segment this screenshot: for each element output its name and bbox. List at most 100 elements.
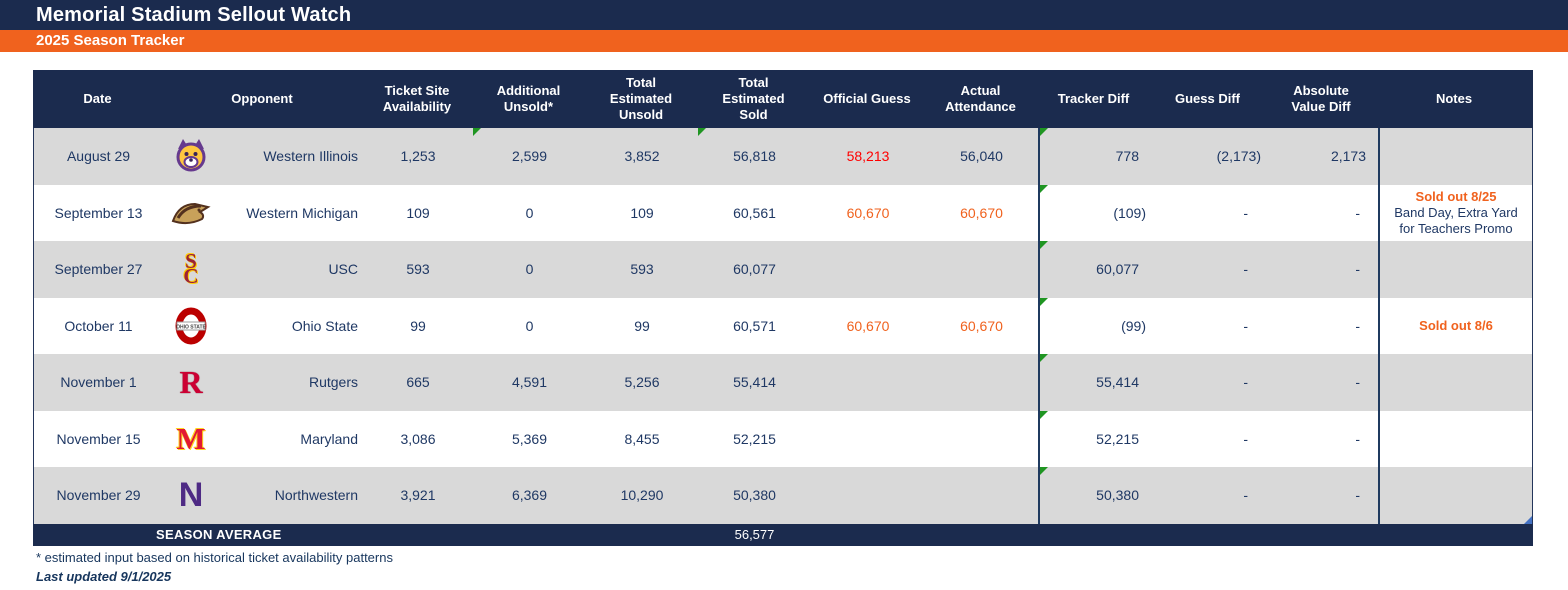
column-header-notes[interactable]: Notes <box>1435 91 1473 107</box>
actual-attendance-cell[interactable] <box>925 354 1038 411</box>
tracker-diff-cell[interactable]: 778 <box>1038 128 1151 185</box>
tracker-diff-cell[interactable]: 60,077 <box>1038 241 1151 298</box>
notes-cell[interactable] <box>1378 354 1532 411</box>
guess-diff-cell[interactable]: - <box>1243 487 1248 504</box>
absolute-value-diff-cell[interactable]: - <box>1355 430 1360 447</box>
opponent-cell[interactable]: S C USC <box>163 241 363 298</box>
total-estimated-unsold-cell[interactable]: 593 <box>630 261 654 278</box>
column-header-actual-attendance[interactable]: Actual Attendance <box>945 83 1016 114</box>
additional-unsold-cell[interactable]: 0 <box>525 204 534 221</box>
absolute-value-diff-cell[interactable]: - <box>1355 487 1360 504</box>
guess-diff-cell[interactable]: (2,173) <box>1216 148 1261 165</box>
actual-attendance-cell[interactable]: 60,670 <box>960 204 1003 221</box>
opponent-cell[interactable]: M Maryland <box>163 411 363 468</box>
tracker-diff-cell[interactable]: (99) <box>1038 297 1151 354</box>
additional-unsold-cell[interactable]: 6,369 <box>511 487 548 504</box>
tracker-diff-cell[interactable]: (109) <box>1038 184 1151 241</box>
opponent-cell[interactable]: Western Illinois <box>163 128 363 185</box>
absolute-value-diff-cell[interactable]: - <box>1355 261 1360 278</box>
column-header-additional-unsold[interactable]: Additional Unsold* <box>496 83 561 114</box>
additional-unsold-cell[interactable]: 4,591 <box>511 374 548 391</box>
official-guess-cell[interactable]: 60,670 <box>846 204 890 221</box>
tracker-diff-cell[interactable]: 55,414 <box>1038 354 1151 411</box>
date-cell[interactable]: November 29 <box>56 487 141 504</box>
total-estimated-sold-cell[interactable]: 56,818 <box>698 128 811 185</box>
notes-cell[interactable]: Sold out 8/25 Band Day, Extra Yard for Tea… <box>1378 184 1532 241</box>
column-header-opponent[interactable]: Opponent <box>231 91 293 107</box>
ticket-site-availability-cell[interactable]: 99 <box>410 317 426 334</box>
official-guess-cell[interactable] <box>811 241 925 298</box>
guess-diff-cell[interactable]: - <box>1243 317 1248 334</box>
additional-unsold-cell[interactable]: 2,599 <box>473 128 586 185</box>
guess-diff-cell[interactable]: - <box>1243 204 1248 221</box>
opponent-cell[interactable]: R Rutgers <box>163 354 363 411</box>
absolute-value-diff-cell[interactable]: - <box>1355 374 1360 391</box>
notes-cell[interactable] <box>1378 128 1532 185</box>
total-estimated-unsold-cell[interactable]: 99 <box>634 317 650 334</box>
column-header-date[interactable]: Date <box>83 91 112 107</box>
total-estimated-unsold-cell[interactable]: 109 <box>630 204 654 221</box>
total-estimated-sold-cell[interactable]: 60,077 <box>733 261 776 278</box>
column-header-total-estimated-unsold[interactable]: Total Estimated Unsold <box>609 75 673 122</box>
actual-attendance-cell[interactable]: 60,670 <box>960 317 1003 334</box>
actual-attendance-cell[interactable] <box>925 411 1038 468</box>
official-guess-cell[interactable] <box>811 354 925 411</box>
ticket-site-availability-cell[interactable]: 3,086 <box>400 430 436 447</box>
notes-cell[interactable] <box>1378 410 1532 467</box>
absolute-value-diff-cell[interactable]: - <box>1355 317 1360 334</box>
actual-attendance-cell[interactable] <box>925 241 1038 298</box>
absolute-value-diff-cell[interactable]: 2,173 <box>1330 148 1366 165</box>
actual-attendance-cell[interactable] <box>925 467 1038 524</box>
column-header-total-estimated-sold[interactable]: Total Estimated Sold <box>722 75 785 122</box>
opponent-name: Northwestern <box>274 487 358 504</box>
official-guess-cell[interactable] <box>811 467 925 524</box>
column-header-guess-diff[interactable]: Guess Diff <box>1174 91 1240 107</box>
notes-cell[interactable] <box>1378 241 1532 298</box>
ticket-site-availability-cell[interactable]: 109 <box>406 204 430 221</box>
official-guess-cell[interactable]: 58,213 <box>846 148 890 165</box>
official-guess-cell[interactable]: 60,670 <box>846 317 890 334</box>
table-row: November 1 R Rutgers 665 4,591 5,256 55,414 55,… <box>34 354 1532 411</box>
total-estimated-unsold-cell[interactable]: 10,290 <box>620 487 664 504</box>
total-estimated-sold-cell[interactable]: 60,561 <box>733 204 776 221</box>
ohio-state-o-logo: OHIO STATE <box>171 306 211 346</box>
guess-diff-cell[interactable]: - <box>1243 430 1248 447</box>
date-cell[interactable]: November 15 <box>56 430 141 447</box>
total-estimated-unsold-cell[interactable]: 8,455 <box>624 430 660 447</box>
notes-cell[interactable] <box>1378 467 1532 524</box>
column-header-tracker-diff[interactable]: Tracker Diff <box>1057 91 1130 107</box>
absolute-value-diff-cell[interactable]: - <box>1355 204 1360 221</box>
total-estimated-sold-cell[interactable]: 55,414 <box>733 374 776 391</box>
official-guess-cell[interactable] <box>811 411 925 468</box>
actual-attendance-cell[interactable]: 56,040 <box>960 148 1003 165</box>
column-header-ticket-site-availability[interactable]: Ticket Site Availability <box>382 83 452 114</box>
additional-unsold-cell[interactable]: 5,369 <box>511 430 548 447</box>
total-estimated-unsold-cell[interactable]: 3,852 <box>624 148 660 165</box>
date-cell[interactable]: November 1 <box>60 374 137 391</box>
date-cell[interactable]: September 27 <box>54 261 143 278</box>
ticket-site-availability-cell[interactable]: 1,253 <box>400 148 436 165</box>
tracker-diff-cell[interactable]: 50,380 <box>1038 467 1151 524</box>
date-cell[interactable]: October 11 <box>64 317 133 334</box>
ticket-site-availability-cell[interactable]: 593 <box>406 261 430 278</box>
total-estimated-sold-cell[interactable]: 52,215 <box>733 430 776 447</box>
total-estimated-sold-cell[interactable]: 60,571 <box>733 317 776 334</box>
opponent-cell[interactable]: Western Michigan <box>163 185 363 242</box>
notes-cell[interactable]: Sold out 8/6 <box>1378 297 1532 354</box>
season-average-value: 56,577 <box>734 526 775 542</box>
additional-unsold-cell[interactable]: 0 <box>525 261 534 278</box>
additional-unsold-cell[interactable]: 0 <box>525 317 534 334</box>
guess-diff-cell[interactable]: - <box>1243 374 1248 391</box>
guess-diff-cell[interactable]: - <box>1243 261 1248 278</box>
opponent-cell[interactable]: N Northwestern <box>163 467 363 524</box>
total-estimated-sold-cell[interactable]: 50,380 <box>733 487 776 504</box>
column-header-official-guess[interactable]: Official Guess <box>823 91 911 107</box>
opponent-cell[interactable]: OHIO STATE Ohio State <box>163 298 363 355</box>
column-header-absolute-value-diff[interactable]: Absolute Value Diff <box>1291 83 1351 114</box>
date-cell[interactable]: September 13 <box>54 204 143 221</box>
ticket-site-availability-cell[interactable]: 3,921 <box>400 487 436 504</box>
ticket-site-availability-cell[interactable]: 665 <box>406 374 430 391</box>
date-cell[interactable]: August 29 <box>66 148 131 165</box>
total-estimated-unsold-cell[interactable]: 5,256 <box>624 374 660 391</box>
tracker-diff-cell[interactable]: 52,215 <box>1038 410 1151 467</box>
